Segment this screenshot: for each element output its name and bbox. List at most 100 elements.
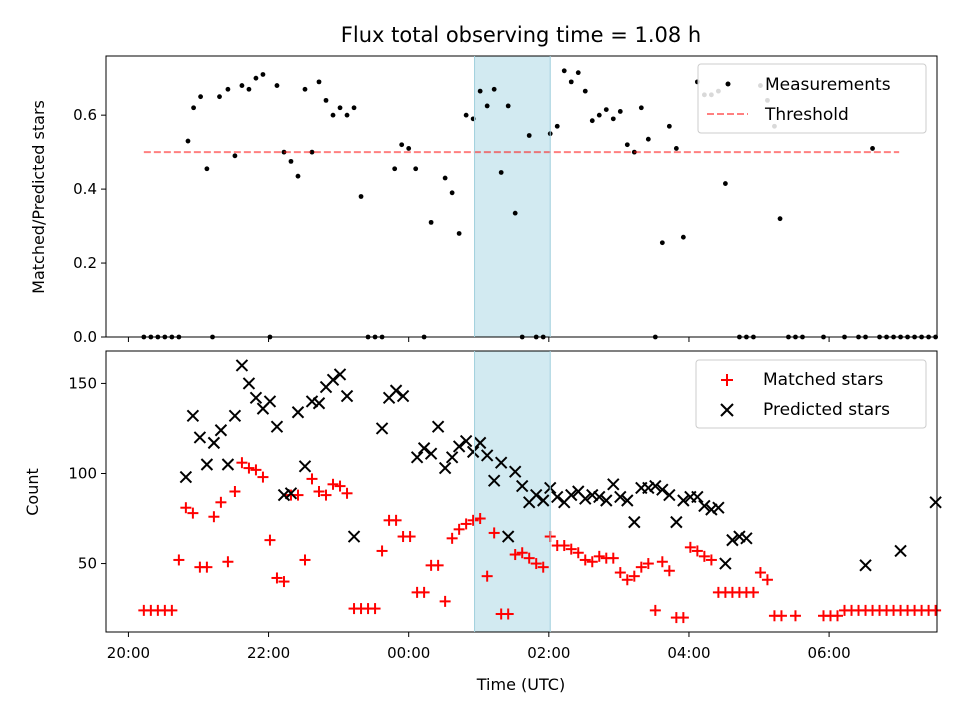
measurement-point [442,175,448,181]
measurement-point [554,123,560,129]
predicted-star-point [656,483,669,496]
matched-star-point [236,457,248,469]
predicted-star-point [452,440,466,453]
measurement-point [673,146,679,151]
matched-star-point [215,496,227,508]
x-stroke-2 [656,483,669,496]
matched-star-point [586,556,598,568]
predicted-star-point [719,557,732,570]
matched-star-point [418,586,430,598]
measurement-point [722,181,728,186]
x-stroke-2 [347,530,361,543]
matched-star-point [747,586,759,598]
matched-star-point [306,473,318,485]
x-stroke-2 [712,501,725,514]
predicted-star-point [305,395,319,408]
measurement-point [645,136,651,142]
x-stroke-2 [333,368,347,381]
predicted-star-point [487,474,501,487]
x-tick-label: 00:00 [387,644,430,662]
x-stroke-2 [221,458,235,471]
x-stroke-2 [214,424,228,437]
predicted-star-point [677,494,690,507]
predicted-star-point [312,397,326,410]
matched-star-point [467,514,479,526]
predicted-star-point [480,449,494,462]
matched-star-point [341,487,353,499]
matched-star-point [684,541,696,553]
predicted-star-point [473,436,487,450]
measurement-point [191,105,196,111]
predicted-star-point [249,391,263,405]
x-stroke-2 [726,533,739,547]
matched-star-point [502,608,514,620]
x-stroke-2 [445,451,459,464]
measurement-point [484,103,490,109]
matched-star-point [488,527,500,539]
predicted-star-point [515,479,529,493]
measurement-point [477,88,483,94]
measurement-point [610,116,616,122]
x-stroke-2 [417,442,431,455]
matched-star-point [278,576,290,588]
measurement-point [337,105,343,111]
x-stroke-2 [565,488,578,502]
measurement-point [449,190,455,196]
x-stroke-2 [698,499,711,513]
x-stroke-2 [929,496,942,509]
matched-star-point [761,574,773,586]
x-stroke-2 [586,488,599,502]
predicted-star-point [607,478,620,491]
predicted-star-point [228,409,242,423]
measurement-point [392,166,398,172]
x-stroke-2 [663,488,676,502]
x-stroke-2 [305,395,319,408]
measurement-point [246,86,252,92]
predicted-star-point [214,424,228,437]
matched-star-point [558,540,570,552]
bottom-plot-frame [105,350,938,633]
x-stroke-2 [572,485,585,498]
measurement-point [239,83,245,88]
predicted-star-point [193,431,207,444]
x-stroke-2 [410,451,424,464]
x-stroke-2 [340,389,354,403]
bottom-legend-box [695,359,927,429]
x-stroke-2 [396,389,410,403]
matched-star-point [642,558,654,570]
predicted-star-point [221,458,235,471]
x-stroke-2 [186,409,200,423]
predicted-star-point [298,460,312,473]
matched-star-point [930,604,942,616]
measurement-point [302,86,308,92]
predicted-star-point [628,515,641,529]
y-tick-label: 0.6 [73,106,97,124]
x-stroke-2 [593,490,606,504]
y-tick-label: 100 [68,464,97,482]
top-legend-box [697,63,927,134]
x-stroke-2 [473,436,487,450]
x-stroke-2 [487,474,501,487]
matched-star-point [201,561,213,573]
matched-star-point [523,552,535,564]
x-stroke-2 [607,478,620,491]
x-stroke-2 [235,359,249,372]
predicted-star-point [459,434,473,448]
predicted-star-point [859,559,872,572]
predicted-star-point [389,384,403,397]
y-tick-label: 150 [68,374,97,392]
matched-star-point [222,556,234,568]
predicted-star-point [894,544,907,558]
x-stroke-2 [438,461,452,475]
predicted-star-point [733,530,746,543]
top-ylabel: Matched/Predicted stars [29,100,48,294]
measurement-point [198,94,203,100]
predicted-star-point [186,409,200,423]
measurement-point [358,194,364,199]
y-tick-label: 0.4 [73,180,97,198]
x-stroke-2 [579,492,592,505]
x-tick-label: 06:00 [807,644,850,662]
predicted-star-point [235,359,249,372]
matched-star-point [530,558,542,570]
measurement-point [870,146,875,151]
